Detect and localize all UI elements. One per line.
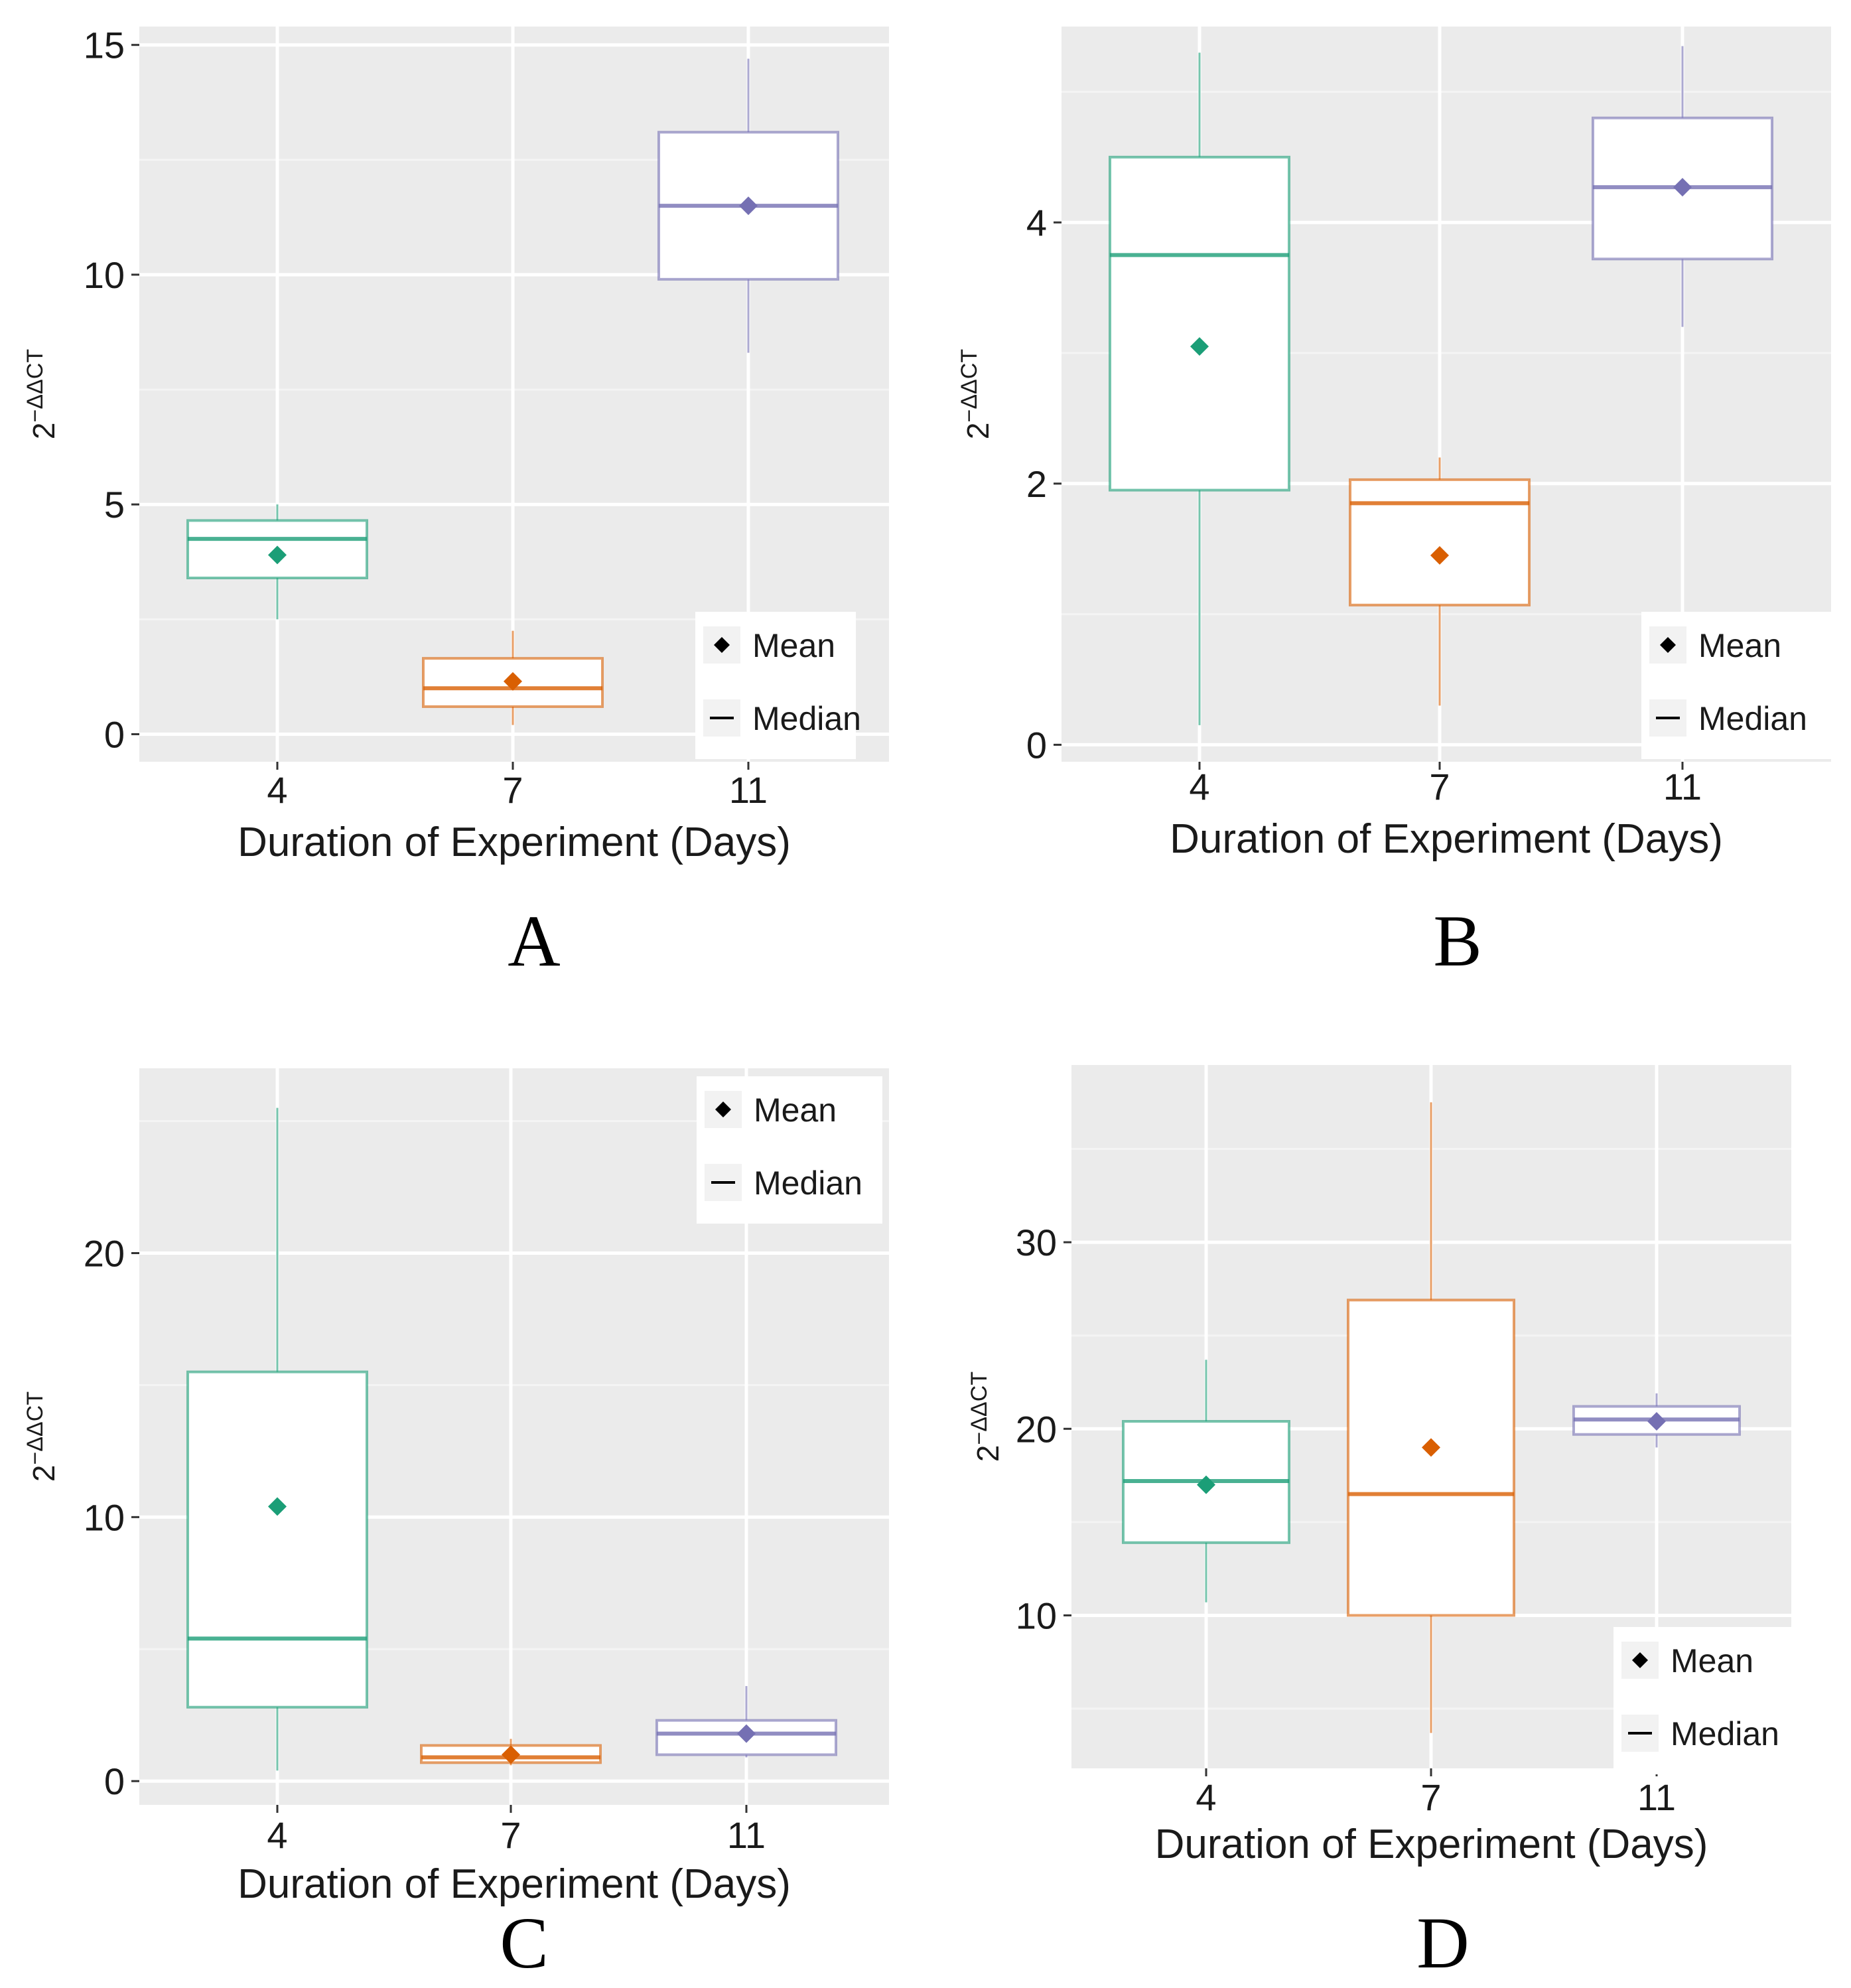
panel-d-mean-point-11 xyxy=(1647,1412,1666,1431)
panel-d-mean-point-7 xyxy=(1422,1438,1440,1457)
panel-b-ytick-label-0: 0 xyxy=(1026,724,1047,766)
panel-b-ytick-label-2: 4 xyxy=(1026,202,1047,244)
panel-d-legend-mean-label: Mean xyxy=(1671,1642,1753,1679)
panel-b-legend: Mean Median xyxy=(1641,612,1834,759)
panel-c-legend-mean-icon xyxy=(715,1101,731,1117)
panel-a-mean-point-11 xyxy=(739,196,758,216)
panel-a-legend-mean-icon xyxy=(714,637,730,653)
panel-b-box-day-4 xyxy=(1109,52,1290,725)
panel-c-y-axis-label-exponent: −ΔΔCT xyxy=(23,1391,48,1465)
panel-d-x-axis-label: Duration of Experiment (Days) xyxy=(1155,1821,1708,1867)
panel-c-mean-point-7 xyxy=(502,1745,520,1764)
panel-a-ytick-label-0: 0 xyxy=(104,713,125,755)
panel-b-y-axis-label-exponent: −ΔΔCT xyxy=(957,349,982,423)
panel-a-ytick-label-1: 5 xyxy=(104,484,125,526)
panel-b-mean-point-4 xyxy=(1190,337,1209,356)
panel-a-legend: Mean Median xyxy=(695,612,861,759)
panel-a-box-day-4 xyxy=(186,504,368,620)
panel-d-y-axis-label: 2−ΔΔCT xyxy=(967,1372,1005,1462)
panel-b-legend-median-label: Median xyxy=(1698,700,1807,737)
panel-a-box-day-11 xyxy=(657,58,839,353)
panel-a-box-day-7 xyxy=(422,630,604,725)
panel-d-box-day-7 xyxy=(1347,1102,1515,1733)
panel-a-chart: 0 5 10 15 4 7 11 Mean Median Duration of Experime… xyxy=(23,25,889,865)
panel-c-ytick-label-2: 20 xyxy=(84,1232,125,1274)
panel-b-legend-mean-icon xyxy=(1660,637,1676,653)
panel-b-mean-point-7 xyxy=(1430,546,1449,565)
panel-c-mean-point-11 xyxy=(737,1724,756,1743)
panel-c-xtick-label-0: 4 xyxy=(267,1814,287,1856)
panel-d-legend-mean-icon xyxy=(1632,1652,1648,1668)
panel-b-legend-mean-label: Mean xyxy=(1698,627,1781,664)
panel-b-iqr-box-4 xyxy=(1109,155,1290,492)
panel-b-xtick-label-2: 11 xyxy=(1663,766,1702,808)
panel-c-y-axis-label-base: 2 xyxy=(27,1465,61,1482)
panel-a-xtick-label-0: 4 xyxy=(267,769,287,811)
panel-b-xtick-label-1: 7 xyxy=(1429,766,1450,808)
panel-a-y-axis-label-exponent: −ΔΔCT xyxy=(23,349,48,423)
panel-letter-c: C xyxy=(500,1902,548,1983)
panel-c-mean-point-4 xyxy=(268,1497,287,1516)
panel-a-mean-point-4 xyxy=(268,545,287,565)
panel-d-box-day-4 xyxy=(1122,1360,1290,1602)
panel-b-y-axis-label-base: 2 xyxy=(961,423,995,440)
panel-c-legend-mean-label: Mean xyxy=(754,1092,837,1129)
panel-d-xtick-label-0: 4 xyxy=(1196,1776,1216,1818)
panel-b-box-day-7 xyxy=(1349,457,1531,706)
panel-c-box-day-7 xyxy=(420,1739,602,1766)
panel-d-mean-point-4 xyxy=(1197,1475,1215,1494)
panel-c-chart: 0 10 20 4 7 11 Mean Median Duration of Experimen… xyxy=(23,1068,889,1907)
panel-b-y-axis-label: 2−ΔΔCT xyxy=(957,349,995,439)
panel-b-chart: 0 2 4 4 7 11 Mean Median Duration of Experiment … xyxy=(957,27,1834,862)
panel-b-xtick-label-0: 4 xyxy=(1189,766,1209,808)
panel-d-legend-median-label: Median xyxy=(1671,1715,1779,1752)
panel-b-mean-point-11 xyxy=(1673,178,1692,197)
panel-b-box-day-11 xyxy=(1592,46,1773,327)
panel-a-ytick-label-2: 10 xyxy=(84,254,125,296)
panel-c-ytick-label-1: 10 xyxy=(84,1496,125,1538)
panel-d-y-axis-label-exponent: −ΔΔCT xyxy=(967,1372,992,1445)
panel-d-legend: Mean Median xyxy=(1613,1627,1793,1774)
panel-c-xtick-label-1: 7 xyxy=(500,1814,521,1856)
panel-a-x-axis-label: Duration of Experiment (Days) xyxy=(238,819,791,865)
panel-c-legend: Mean Median xyxy=(697,1076,882,1224)
panel-d-box-day-11 xyxy=(1572,1393,1741,1448)
panel-c-y-axis-label: 2−ΔΔCT xyxy=(23,1391,61,1482)
panel-c-legend-median-label: Median xyxy=(754,1165,862,1202)
panel-letter-b: B xyxy=(1433,900,1481,981)
panel-a-xtick-label-1: 7 xyxy=(502,769,523,811)
panel-d-ytick-label-0: 10 xyxy=(1016,1595,1057,1636)
panel-d-xtick-label-2: 11 xyxy=(1637,1776,1676,1818)
panel-c-box-day-11 xyxy=(655,1685,837,1758)
panel-c-xtick-label-2: 11 xyxy=(727,1814,766,1856)
panel-c-iqr-box-4 xyxy=(186,1370,368,1709)
panel-a-mean-point-7 xyxy=(504,672,522,691)
panel-a-ytick-label-3: 15 xyxy=(84,25,125,66)
panel-d-chart: 10 20 30 4 7 11 Mean Median Duration of Experime… xyxy=(967,1065,1793,1867)
panel-d-xtick-label-1: 7 xyxy=(1420,1776,1441,1818)
panel-c-box-day-4 xyxy=(186,1107,368,1771)
panel-b-iqr-box-7 xyxy=(1349,478,1531,606)
panel-letter-d: D xyxy=(1416,1902,1469,1983)
panel-a-legend-mean-label: Mean xyxy=(752,627,835,664)
panel-c-x-axis-label: Duration of Experiment (Days) xyxy=(238,1861,791,1907)
panel-d-iqr-box-7 xyxy=(1347,1299,1515,1617)
panel-b-x-axis-label: Duration of Experiment (Days) xyxy=(1170,816,1723,862)
panel-letter-a: A xyxy=(508,900,560,981)
panel-a-y-axis-label: 2−ΔΔCT xyxy=(23,349,61,439)
panel-a-legend-median-label: Median xyxy=(752,700,861,737)
panel-d-y-axis-label-base: 2 xyxy=(971,1445,1005,1462)
panel-a-y-axis-label-base: 2 xyxy=(27,423,61,440)
panel-b-ytick-label-1: 2 xyxy=(1026,463,1047,505)
panel-c-ytick-label-0: 0 xyxy=(104,1760,125,1802)
panel-d-ytick-label-1: 20 xyxy=(1016,1408,1057,1450)
panel-a-xtick-label-2: 11 xyxy=(729,769,768,811)
panel-d-ytick-label-2: 30 xyxy=(1016,1222,1057,1263)
